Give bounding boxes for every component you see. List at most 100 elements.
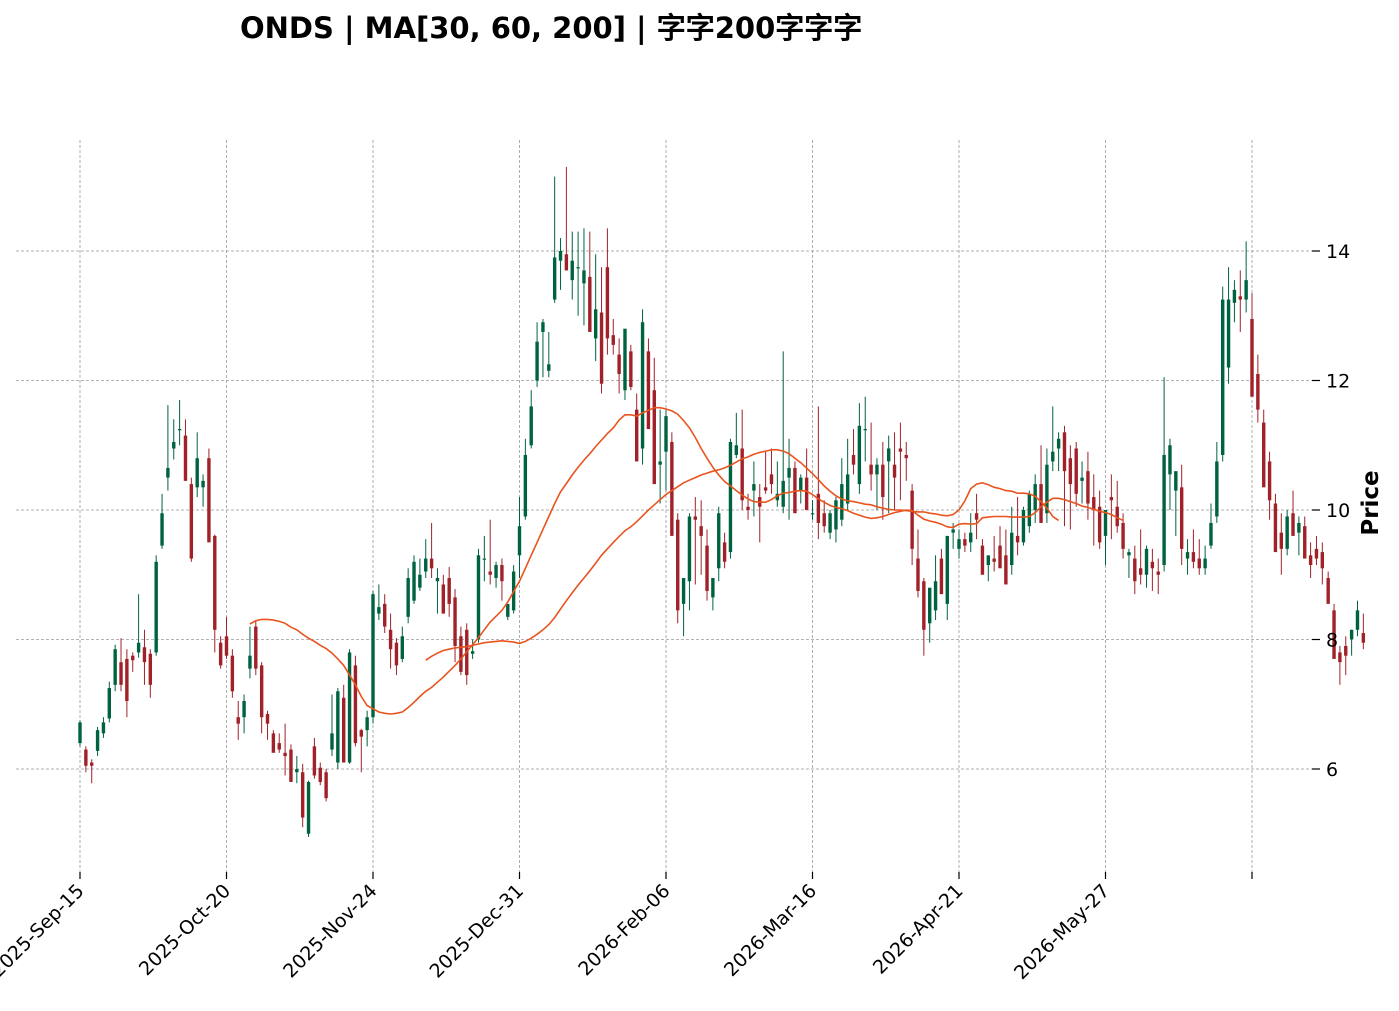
candle-body xyxy=(1068,458,1073,485)
candle-body xyxy=(1045,464,1049,514)
candle-body xyxy=(763,487,768,491)
chart-title: ONDS | MA[30, 60, 200] | 字字200字字字 xyxy=(240,11,862,45)
candle-body xyxy=(1285,516,1289,549)
candle-body xyxy=(230,655,235,692)
candle-body xyxy=(1027,493,1032,527)
candle-body xyxy=(1221,299,1225,455)
candle-body xyxy=(1303,526,1307,559)
candle-body xyxy=(910,490,914,549)
candle-body xyxy=(119,662,123,685)
candle-body xyxy=(1191,552,1196,562)
candle-body xyxy=(1021,510,1026,543)
candle-body xyxy=(676,519,680,611)
candle-body xyxy=(259,665,264,718)
candle-body xyxy=(271,733,276,753)
candle-body xyxy=(459,636,463,672)
candle-body xyxy=(816,493,821,523)
candle-body xyxy=(535,341,539,381)
candle-body xyxy=(640,322,645,449)
candle-body xyxy=(617,354,621,375)
candle-body xyxy=(1267,461,1272,501)
candle-body xyxy=(886,448,891,462)
candle-body xyxy=(224,636,229,656)
candle-body xyxy=(1291,513,1295,536)
candle-body xyxy=(441,584,446,614)
candle-body xyxy=(400,636,404,659)
candle-body xyxy=(711,577,715,598)
candle-body xyxy=(1209,522,1213,546)
candle-body xyxy=(752,484,756,491)
candle-body xyxy=(570,260,574,281)
candle-body xyxy=(371,594,375,718)
candle-body xyxy=(1056,438,1061,449)
candle-body xyxy=(342,697,346,763)
candle-body xyxy=(383,603,387,627)
y-tick-label: 14 xyxy=(1326,241,1350,263)
candle-body xyxy=(582,270,586,284)
candle-body xyxy=(605,267,610,339)
candle-body xyxy=(1162,454,1166,566)
candle-body xyxy=(635,409,639,462)
ma-60-line xyxy=(425,448,1060,661)
candle-body xyxy=(177,429,182,431)
candle-body xyxy=(1015,535,1020,543)
candle-body xyxy=(951,529,955,533)
candle-body xyxy=(1344,645,1348,656)
candle-body xyxy=(1133,558,1137,582)
candle-body xyxy=(599,312,604,384)
candle-body xyxy=(1226,299,1231,368)
candle-body xyxy=(1010,532,1014,566)
candle-body xyxy=(1039,484,1043,523)
candle-body xyxy=(1197,558,1201,569)
candle-body xyxy=(1355,610,1360,630)
candle-body xyxy=(804,477,809,510)
y-tick-label: 12 xyxy=(1326,371,1350,393)
y-axis-label: Price xyxy=(1358,470,1384,535)
candle-body xyxy=(1250,318,1254,397)
candle-body xyxy=(1338,652,1342,663)
candle-body xyxy=(734,445,739,455)
candle-body xyxy=(558,251,563,261)
candle-body xyxy=(136,642,141,653)
candle-body xyxy=(939,558,944,595)
x-tick-label: 2025-Dec-31 xyxy=(425,880,528,983)
candle-body xyxy=(980,545,985,575)
candle-body xyxy=(1115,506,1119,527)
candle-body xyxy=(810,513,815,515)
candle-body xyxy=(154,561,158,653)
candle-body xyxy=(1308,555,1313,566)
candle-body xyxy=(658,461,662,465)
candle-body xyxy=(851,454,856,465)
candle-body xyxy=(476,555,481,640)
candle-body xyxy=(857,425,862,485)
candle-body xyxy=(207,458,211,543)
y-axis: 6 8 10 12 14 xyxy=(1312,241,1350,781)
y-tick-label: 6 xyxy=(1326,759,1338,781)
candle-body xyxy=(863,429,867,431)
candle-body xyxy=(84,749,88,766)
candle-body xyxy=(1244,280,1248,300)
candle-body xyxy=(336,691,340,763)
candle-body xyxy=(834,500,838,530)
candle-body xyxy=(611,335,615,345)
candle-body xyxy=(1179,487,1184,549)
candle-body xyxy=(1332,610,1336,659)
candle-body xyxy=(1062,432,1067,472)
candle-body xyxy=(1109,497,1114,501)
candle-body xyxy=(963,539,967,546)
candle-body xyxy=(236,717,240,724)
candle-body xyxy=(699,526,703,536)
candle-body xyxy=(494,565,498,578)
candle-body xyxy=(717,513,721,569)
candle-body xyxy=(1138,568,1143,575)
candle-body xyxy=(1156,571,1160,575)
candle-body xyxy=(529,406,533,446)
candle-body xyxy=(312,746,317,776)
candle-body xyxy=(775,493,780,501)
candle-body xyxy=(869,464,873,475)
candle-body xyxy=(353,665,358,744)
candle-body xyxy=(740,448,744,501)
candle-body xyxy=(898,448,903,452)
candle-body xyxy=(412,561,416,601)
candle-body xyxy=(1097,506,1102,543)
